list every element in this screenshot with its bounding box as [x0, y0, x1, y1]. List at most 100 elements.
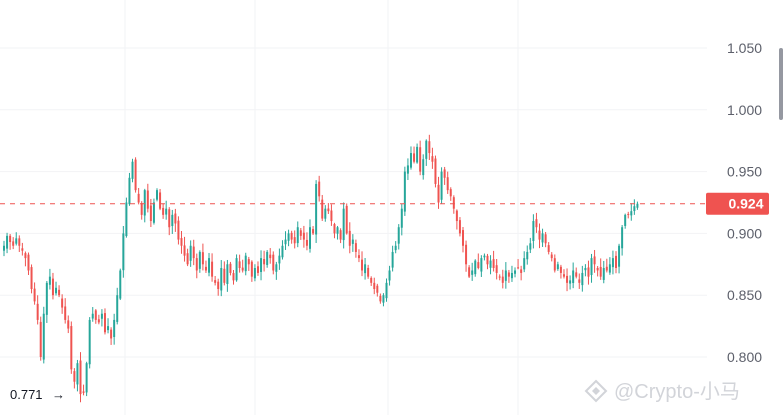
candle-down — [97, 319, 100, 323]
candle-up — [504, 270, 507, 281]
candle-down — [21, 248, 24, 251]
candle-down — [250, 261, 253, 277]
candle-down — [345, 205, 348, 234]
candle-down — [566, 275, 569, 283]
candle-up — [220, 268, 223, 291]
candle-down — [238, 261, 241, 269]
low-price-label: 0.771 — [10, 387, 43, 402]
candle-up — [425, 140, 428, 159]
candle-up — [602, 268, 605, 280]
candle-down — [217, 281, 220, 290]
candle-down — [229, 263, 232, 273]
candle-down — [27, 254, 30, 271]
candle-down — [318, 181, 321, 197]
candle-up — [189, 245, 192, 261]
diamond-icon — [584, 379, 608, 403]
candle-down — [64, 306, 67, 320]
candle-down — [290, 232, 293, 240]
candle-down — [18, 238, 21, 246]
candle-up — [385, 282, 388, 299]
candle-down — [615, 255, 617, 269]
candle-down — [327, 208, 330, 212]
candle-down — [520, 269, 523, 273]
candle-down — [183, 245, 186, 256]
candle-down — [12, 241, 15, 246]
candle-down — [605, 266, 608, 271]
candle-down — [36, 303, 39, 320]
candle-down — [162, 207, 165, 215]
candle-down — [627, 213, 630, 215]
candle-up — [364, 264, 367, 274]
candle-up — [296, 227, 299, 244]
candle-down — [339, 230, 342, 240]
candle-up — [526, 251, 529, 260]
y-tick-label: 1.000 — [727, 102, 762, 118]
watermark: @Crypto-小马 — [584, 379, 740, 403]
candle-down — [452, 197, 455, 209]
candle-up — [260, 258, 263, 273]
candle-down — [462, 230, 464, 246]
candle-up — [624, 214, 627, 226]
candle-down — [61, 298, 64, 308]
candle-down — [79, 360, 82, 395]
candle-down — [305, 239, 308, 246]
candle-down — [562, 274, 565, 277]
candle-up — [397, 227, 400, 244]
candle-down — [195, 258, 198, 271]
candle-down — [159, 192, 162, 209]
candle-up — [636, 203, 639, 208]
candle-down — [30, 267, 33, 290]
candle-up — [15, 238, 18, 244]
candle-up — [235, 258, 238, 281]
candle-down — [492, 259, 495, 269]
candle-down — [599, 266, 602, 277]
candle-up — [569, 280, 572, 284]
candle-down — [247, 259, 250, 265]
y-tick-label: 1.050 — [727, 40, 762, 56]
candle-up — [107, 326, 110, 331]
candle-up — [474, 260, 477, 275]
candle-down — [232, 273, 235, 281]
candle-down — [376, 285, 379, 293]
candle-down — [299, 230, 302, 236]
candle-up — [309, 227, 311, 249]
candle-down — [223, 268, 226, 283]
candle-up — [394, 245, 397, 251]
candle-down — [538, 230, 541, 240]
candle-down — [140, 203, 143, 215]
candle-up — [529, 243, 532, 250]
candlestick-series — [3, 134, 639, 403]
candle-down — [39, 321, 42, 357]
candle-up — [489, 260, 492, 268]
candle-down — [547, 245, 550, 252]
candle-down — [501, 276, 504, 283]
y-tick-label: 0.950 — [727, 164, 762, 180]
candle-down — [370, 277, 373, 283]
candle-up — [6, 235, 9, 249]
candle-down — [361, 259, 364, 271]
candle-down — [168, 209, 171, 228]
candle-down — [263, 258, 266, 265]
scroll-handle[interactable] — [779, 48, 783, 120]
low-price-arrow: → — [52, 387, 65, 402]
candle-down — [272, 254, 275, 271]
candle-up — [315, 183, 318, 235]
candle-down — [495, 265, 498, 273]
candle-down — [174, 213, 177, 224]
candle-down — [465, 244, 468, 265]
candle-down — [73, 371, 76, 382]
candle-down — [137, 193, 140, 203]
candle-up — [532, 221, 535, 241]
candle-up — [514, 270, 517, 274]
candle-down — [544, 234, 547, 244]
candle-down — [321, 199, 324, 219]
candle-up — [510, 272, 513, 279]
y-tick-label: 0.800 — [727, 349, 762, 365]
candle-up — [42, 313, 45, 360]
candle-up — [275, 264, 278, 272]
candle-down — [67, 320, 70, 329]
candle-up — [391, 251, 394, 268]
candle-down — [578, 279, 581, 283]
candle-up — [403, 171, 406, 212]
candle-up — [400, 208, 403, 228]
